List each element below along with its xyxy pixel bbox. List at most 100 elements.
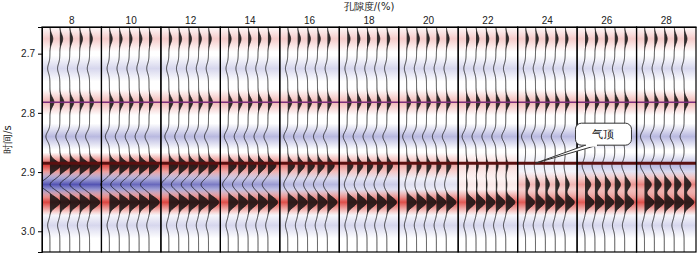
trace-fill <box>526 27 535 252</box>
x-tick: 14 <box>245 15 257 27</box>
density-band <box>280 124 339 150</box>
trace <box>181 27 199 252</box>
y-tick: 2.9 <box>21 167 42 178</box>
trace-fill <box>565 27 574 252</box>
trace <box>304 27 318 252</box>
trace-fill <box>387 27 397 252</box>
trace-fill <box>417 27 427 252</box>
density-band <box>399 212 458 238</box>
trace-fill <box>426 27 436 252</box>
x-tick-label: 24 <box>542 15 554 26</box>
density-band <box>161 212 220 238</box>
density-band <box>458 212 517 238</box>
density-band <box>577 212 636 238</box>
y-axis-title: 时间/s <box>2 125 13 154</box>
trace-fill <box>60 27 70 252</box>
panel-frame <box>42 27 101 252</box>
trace <box>422 27 436 252</box>
panel-frame <box>458 27 517 252</box>
marks <box>42 27 696 252</box>
trace <box>121 27 140 252</box>
chart: 8101214161820222426282.72.82.93.0气顶孔隙度/(… <box>0 0 700 255</box>
trace <box>660 27 674 252</box>
trace <box>201 27 219 252</box>
trace-fill <box>119 27 129 252</box>
trace <box>363 27 377 252</box>
density-band <box>399 124 458 150</box>
x-tick: 12 <box>185 15 197 27</box>
trace <box>353 27 367 252</box>
trace-fill <box>367 27 377 252</box>
panel-frame <box>220 27 279 252</box>
density-band <box>399 55 458 81</box>
plot: 8101214161820222426282.72.82.93.0气顶 <box>21 15 696 253</box>
trace <box>373 27 387 252</box>
trace <box>242 27 257 252</box>
density-band <box>101 55 160 81</box>
callout-joint <box>586 144 597 147</box>
x-tick-label: 14 <box>245 15 257 26</box>
trace-fill <box>109 27 119 252</box>
trace <box>313 27 327 252</box>
trace <box>462 27 475 252</box>
trace-fill <box>486 27 495 252</box>
trace <box>284 27 298 252</box>
trace <box>482 27 495 252</box>
y-tick-label: 3.0 <box>21 226 35 237</box>
trace-fill <box>684 27 694 252</box>
trace <box>442 27 456 252</box>
trace-fill <box>139 27 149 252</box>
x-tick: 18 <box>363 15 375 27</box>
trace-fill <box>347 27 357 252</box>
panel <box>637 27 696 252</box>
trace <box>522 27 535 252</box>
trace <box>171 27 189 252</box>
trace-fill <box>238 27 248 252</box>
trace <box>531 27 544 252</box>
density-band <box>280 55 339 81</box>
x-tick-label: 20 <box>423 15 435 26</box>
trace-fill <box>179 27 189 252</box>
trace-fill <box>407 27 417 252</box>
density-band <box>42 212 101 238</box>
y-tick-mark <box>38 54 42 55</box>
annotation-text: 气顶 <box>592 128 614 141</box>
trace-fill <box>199 27 209 252</box>
trace-fill <box>664 27 674 252</box>
y-tick-mark <box>38 113 42 114</box>
x-tick: 10 <box>126 15 138 27</box>
trace <box>551 27 564 252</box>
x-tick: 24 <box>542 15 554 27</box>
trace <box>383 27 397 252</box>
y-tick-mark <box>38 172 42 173</box>
trace-fill <box>50 27 60 252</box>
trace-fill <box>436 27 446 252</box>
density-band <box>458 124 517 150</box>
x-tick: 28 <box>661 15 673 27</box>
density-band <box>101 124 160 150</box>
trace <box>502 27 515 252</box>
trace-fill <box>466 27 475 252</box>
density-band <box>101 212 160 238</box>
trace-fill <box>644 27 654 252</box>
density-band <box>339 55 398 81</box>
density-band <box>518 124 577 150</box>
trace <box>650 27 664 252</box>
trace <box>680 27 694 252</box>
x-tick-label: 10 <box>126 15 138 26</box>
panel-frame <box>637 27 696 252</box>
x-tick-label: 22 <box>482 15 494 26</box>
density-band <box>161 124 220 150</box>
trace-fill <box>298 27 308 252</box>
density-band <box>518 55 577 81</box>
trace-fill <box>169 27 179 252</box>
x-tick: 8 <box>69 15 75 27</box>
panel <box>280 27 339 252</box>
trace-fill <box>674 27 684 252</box>
y-tick-label: 2.7 <box>21 48 35 59</box>
trace-fill <box>496 27 505 252</box>
trace-fill <box>129 27 139 252</box>
trace-fill <box>268 27 278 252</box>
trace-fill <box>80 27 90 252</box>
x-tick-label: 16 <box>304 15 316 26</box>
